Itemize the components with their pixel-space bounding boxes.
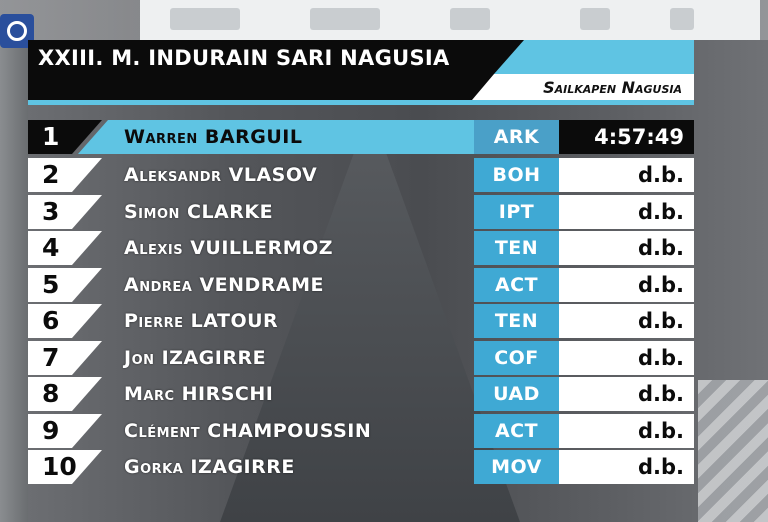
graphic-header: XXIII. M. INDURAIN SARI NAGUSIA Sailkape… bbox=[28, 40, 694, 100]
team-code: BOH bbox=[474, 158, 559, 192]
sponsor-banner bbox=[140, 0, 760, 40]
finish-time: d.b. bbox=[559, 158, 694, 192]
team-code: TEN bbox=[474, 231, 559, 265]
position: 5 bbox=[28, 268, 102, 302]
rider-name: Andrea VENDRAME bbox=[124, 274, 325, 296]
position: 7 bbox=[28, 341, 102, 375]
rider-name: Pierre LATOUR bbox=[124, 310, 279, 332]
rider-name: Simon CLARKE bbox=[124, 201, 274, 223]
position: 2 bbox=[28, 158, 102, 192]
header-divider bbox=[28, 100, 694, 105]
team-code: TEN bbox=[474, 304, 559, 338]
team-code: IPT bbox=[474, 195, 559, 229]
rider-name: Marc HIRSCHI bbox=[124, 383, 274, 405]
result-row: 4 Alexis VUILLERMOZ TEN d.b. bbox=[28, 231, 694, 265]
finish-time: d.b. bbox=[559, 414, 694, 448]
finish-time: d.b. bbox=[559, 377, 694, 411]
team-code: COF bbox=[474, 341, 559, 375]
finish-time: d.b. bbox=[559, 268, 694, 302]
classification-label: Sailkapen Nagusia bbox=[543, 78, 682, 97]
rider-name: Clément CHAMPOUSSIN bbox=[124, 420, 372, 442]
result-row: 1 Warren BARGUIL ARK 4:57:49 bbox=[28, 120, 694, 154]
result-row: 5 Andrea VENDRAME ACT d.b. bbox=[28, 268, 694, 302]
finish-time: d.b. bbox=[559, 304, 694, 338]
result-row: 8 Marc HIRSCHI UAD d.b. bbox=[28, 377, 694, 411]
rider-name: Jon IZAGIRRE bbox=[124, 347, 267, 369]
result-row: 10 Gorka IZAGIRRE MOV d.b. bbox=[28, 450, 694, 484]
race-title: XXIII. M. INDURAIN SARI NAGUSIA bbox=[38, 46, 450, 70]
position: 4 bbox=[28, 231, 102, 265]
position: 8 bbox=[28, 377, 102, 411]
building bbox=[0, 40, 28, 522]
result-row: 3 Simon CLARKE IPT d.b. bbox=[28, 195, 694, 229]
row-highlight bbox=[78, 120, 500, 154]
team-code: MOV bbox=[474, 450, 559, 484]
finish-time: 4:57:49 bbox=[559, 120, 694, 154]
rider-name: Aleksandr VLASOV bbox=[124, 164, 318, 186]
team-code: ACT bbox=[474, 268, 559, 302]
finish-time: d.b. bbox=[559, 195, 694, 229]
finish-time: d.b. bbox=[559, 231, 694, 265]
rider-name: Alexis VUILLERMOZ bbox=[124, 237, 334, 259]
rider-name: Gorka IZAGIRRE bbox=[124, 456, 295, 478]
header-accent bbox=[494, 40, 694, 74]
team-code: ACT bbox=[474, 414, 559, 448]
result-row: 2 Aleksandr VLASOV BOH d.b. bbox=[28, 158, 694, 192]
position: 9 bbox=[28, 414, 102, 448]
position: 6 bbox=[28, 304, 102, 338]
position: 3 bbox=[28, 195, 102, 229]
position: 10 bbox=[28, 450, 102, 484]
barrier bbox=[698, 380, 768, 522]
result-row: 6 Pierre LATOUR TEN d.b. bbox=[28, 304, 694, 338]
rider-name: Warren BARGUIL bbox=[124, 126, 303, 148]
result-row: 7 Jon IZAGIRRE COF d.b. bbox=[28, 341, 694, 375]
result-row: 9 Clément CHAMPOUSSIN ACT d.b. bbox=[28, 414, 694, 448]
classification-tab bbox=[472, 74, 694, 100]
finish-time: d.b. bbox=[559, 450, 694, 484]
finish-time: d.b. bbox=[559, 341, 694, 375]
team-code: ARK bbox=[474, 120, 559, 154]
team-code: UAD bbox=[474, 377, 559, 411]
